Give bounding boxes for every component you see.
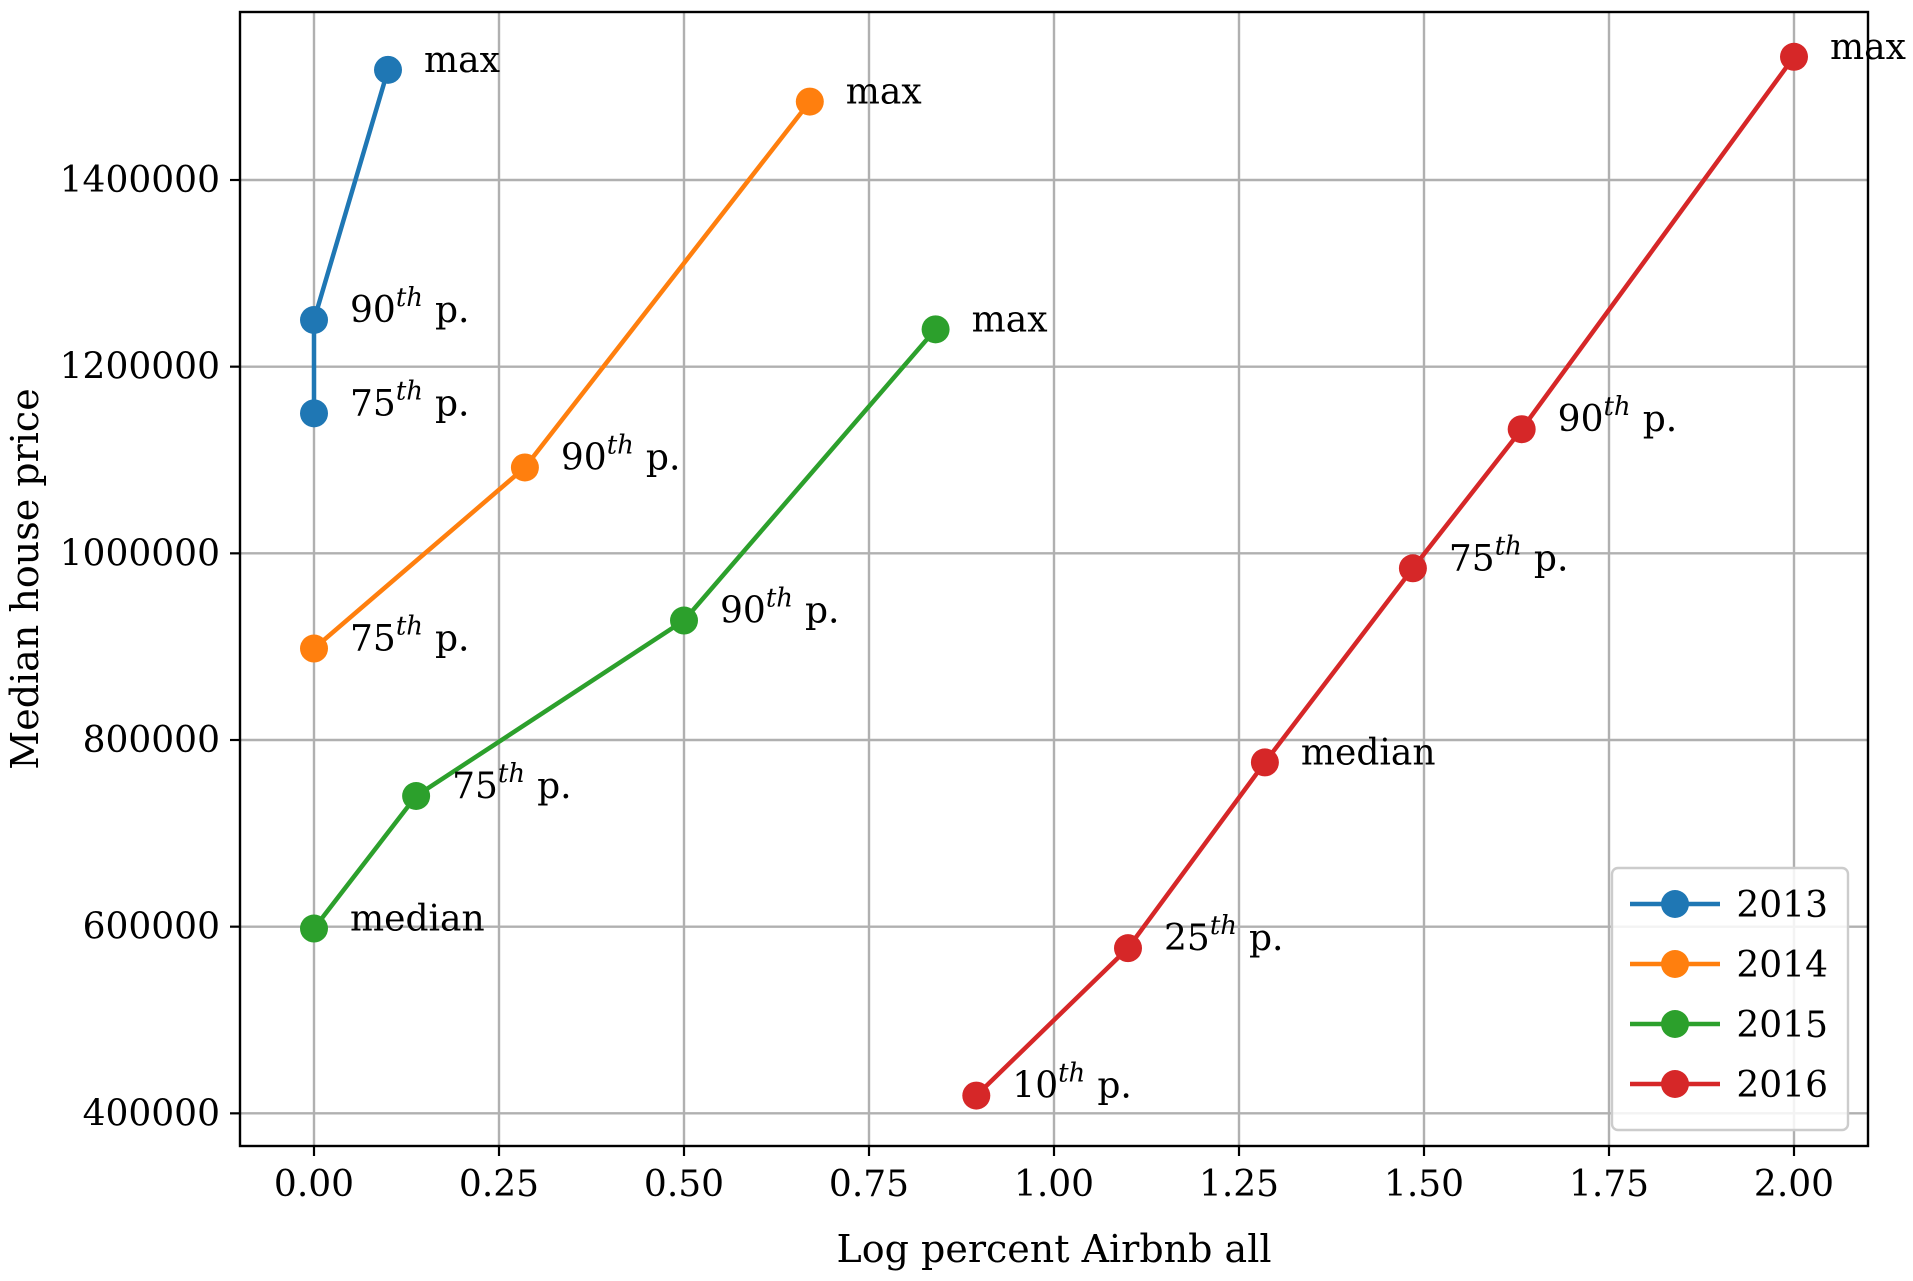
legend-marker (1661, 890, 1689, 918)
x-tick-label: 0.00 (274, 1164, 354, 1205)
x-axis-ticks: 0.00 0.25 0.50 0.75 1.00 1.25 1.50 1.75 2.00 (274, 1146, 1834, 1205)
legend-marker (1661, 950, 1689, 978)
x-tick-label: 1.75 (1569, 1164, 1649, 1205)
y-tick-label: 1200000 (60, 347, 220, 388)
data-point-2016 (1250, 748, 1279, 777)
legend-marker (1661, 1010, 1689, 1038)
series-layer (300, 42, 1808, 1110)
point-label: max (972, 299, 1048, 340)
data-point-2014 (300, 634, 328, 663)
data-point-2016 (1507, 415, 1536, 444)
data-point-2015 (300, 914, 328, 943)
point-label: 25th p. (1164, 911, 1284, 959)
point-labels: 75th p. 90th p. max 75th p. 90th p. max median 75th… (350, 27, 1906, 1107)
legend: 2013 2014 2015 2016 (1610, 866, 1850, 1132)
data-point-2016 (1398, 554, 1427, 583)
point-label: max (846, 72, 922, 113)
y-axis-label: Median house price (3, 388, 47, 769)
point-label: 75th p. (1449, 531, 1569, 579)
legend-label: 2015 (1736, 1005, 1828, 1046)
data-point-2015 (921, 315, 950, 344)
x-tick-label: 0.25 (459, 1164, 539, 1205)
x-axis-label: Log percent Airbnb all (836, 1227, 1271, 1271)
legend-box (1610, 866, 1850, 1132)
data-point-2016 (1114, 934, 1142, 963)
point-label: median (350, 899, 485, 940)
point-label: 10th p. (1012, 1059, 1132, 1107)
data-point-2013 (374, 55, 402, 84)
point-label: median (1301, 732, 1436, 773)
series-line-2014 (312, 100, 812, 651)
x-tick-label: 1.25 (1199, 1164, 1279, 1205)
legend-label: 2016 (1736, 1065, 1828, 1106)
data-point-2014 (510, 453, 539, 482)
point-label: 90th p. (720, 584, 840, 632)
data-point-2014 (795, 87, 824, 116)
data-point-2015 (670, 606, 698, 635)
y-tick-label: 400000 (83, 1093, 220, 1134)
y-tick-label: 1400000 (60, 160, 220, 201)
x-tick-label: 0.75 (829, 1164, 909, 1205)
legend-label: 2014 (1736, 945, 1828, 986)
legend-label: 2013 (1736, 885, 1828, 926)
data-point-2013 (300, 399, 328, 428)
y-tick-label: 1000000 (60, 533, 220, 574)
point-label: 75th p. (452, 759, 572, 807)
data-point-2016 (962, 1081, 991, 1110)
series-line-2013 (311, 69, 391, 414)
x-tick-label: 1.00 (1014, 1164, 1094, 1205)
x-tick-label: 0.50 (644, 1164, 724, 1205)
data-point-2015 (402, 782, 431, 810)
point-label: 90th p. (561, 430, 681, 478)
x-tick-label: 2.00 (1754, 1164, 1834, 1205)
point-label: 90th p. (350, 283, 470, 331)
data-point-2013 (300, 306, 328, 334)
series-line-2016 (974, 55, 1796, 1098)
data-point-2016 (1780, 42, 1808, 71)
series-line-2015 (312, 327, 938, 930)
point-label: 75th p. (350, 612, 470, 660)
y-tick-label: 600000 (83, 907, 220, 948)
y-axis-ticks: 400000 600000 800000 1000000 1200000 1400000 (60, 160, 240, 1134)
y-tick-label: 800000 (83, 720, 220, 761)
legend-marker (1661, 1070, 1689, 1098)
x-tick-label: 1.50 (1384, 1164, 1464, 1205)
point-label: max (424, 40, 500, 81)
point-label: 90th p. (1558, 392, 1678, 440)
point-label: 75th p. (350, 376, 470, 424)
grid (240, 12, 1868, 1146)
